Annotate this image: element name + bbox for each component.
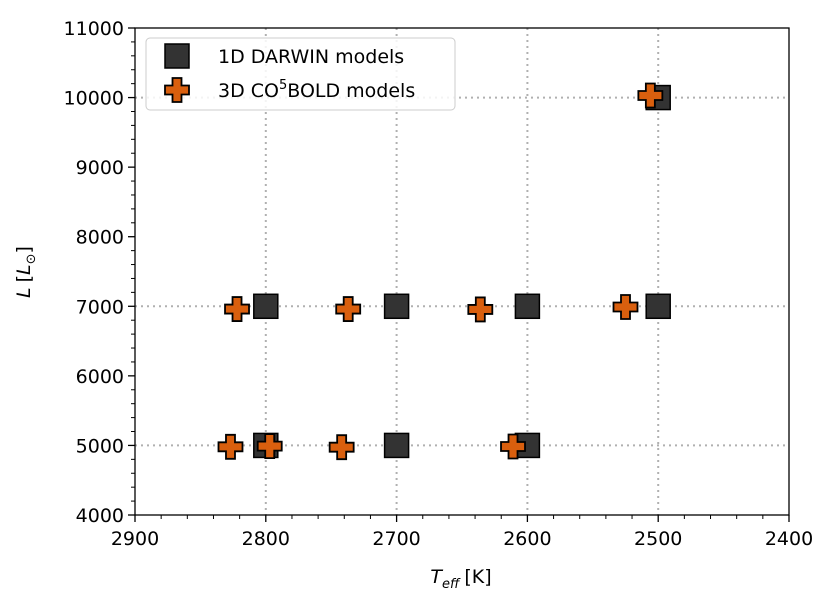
x-tick-label: 2800 (242, 528, 290, 550)
legend-label-darwin: 1D DARWIN models (218, 46, 404, 68)
legend-square-marker (164, 43, 190, 69)
darwin-point (383, 293, 410, 320)
y-axis-label-main: L (13, 287, 35, 298)
co5bold-point (224, 296, 250, 322)
co5bold-point (335, 296, 362, 322)
y-tick-label: 4000 (76, 505, 124, 527)
legend-box (145, 37, 456, 111)
x-tick-label: 2700 (372, 528, 420, 550)
y-tick-label: 6000 (76, 366, 124, 388)
x-axis-label-sub: eff (442, 577, 461, 592)
x-axis-label-main: T (430, 566, 443, 588)
co5bold-point (612, 294, 639, 320)
y-axis-label-unit-sub: ⊙ (24, 253, 39, 264)
x-tick-label: 2500 (634, 528, 682, 550)
y-tick-label: 9000 (76, 157, 124, 179)
legend-marker-co5bold (164, 77, 190, 103)
y-tick-label: 7000 (76, 296, 124, 318)
co5bold-point (217, 433, 244, 460)
plot-frame (134, 27, 790, 516)
co5bold-point (637, 82, 664, 109)
data-points (217, 82, 671, 461)
co5bold-point (328, 434, 355, 461)
y-axis-label-unit-main: L (13, 264, 35, 275)
x-tick-label: 2900 (111, 528, 159, 550)
axis-ticks: 2900 2800 2700 2600 2500 2400 4000 5000 6000 7000… (64, 18, 814, 550)
co5bold-point (467, 296, 494, 323)
y-tick-label: 10000 (64, 88, 124, 110)
y-tick-label: 5000 (76, 435, 124, 457)
co5bold-point (256, 433, 283, 460)
y-axis-label-unit-suffix: ] (13, 246, 35, 253)
y-axis-label: L[L⊙] (13, 246, 39, 298)
darwin-point (383, 432, 410, 459)
legend-label-co5bold: 3D CO5BOLD models (218, 78, 415, 102)
x-tick-label: 2400 (765, 528, 813, 550)
legend-marker-darwin (164, 43, 190, 69)
darwin-point (253, 293, 279, 320)
y-tick-label: 8000 (76, 227, 124, 249)
legend-plus-marker (164, 77, 190, 103)
darwin-point (514, 293, 541, 320)
co5bold-point (500, 433, 526, 460)
darwin-point (645, 293, 671, 320)
x-tick-label: 2600 (503, 528, 551, 550)
y-axis-label-unit-prefix: [ (13, 275, 35, 282)
x-axis-label: Teff [K] (430, 566, 491, 592)
x-axis-label-unit: [K] (464, 566, 491, 588)
legend: 1D DARWIN models 3D CO5BOLD models (145, 37, 456, 111)
y-tick-label: 11000 (64, 18, 124, 40)
